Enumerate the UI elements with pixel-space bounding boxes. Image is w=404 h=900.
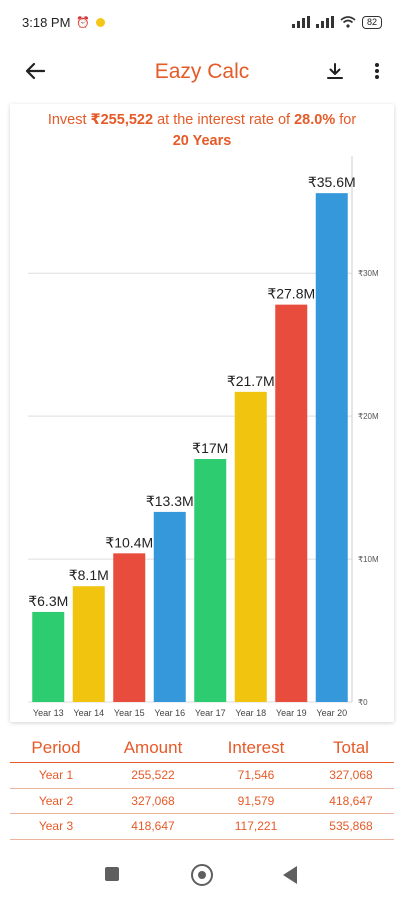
bar-data-label: ₹8.1M xyxy=(69,567,109,583)
status-right: 82 xyxy=(291,15,382,29)
table-row: Year 2 327,068 91,579 418,647 xyxy=(10,789,394,814)
table-header: Period Amount Interest Total xyxy=(10,733,394,763)
breakdown-table: Period Amount Interest Total Year 1 255,… xyxy=(10,733,394,840)
summary-rate: 28.0% xyxy=(294,112,336,128)
more-vertical-icon xyxy=(375,63,379,79)
table-row: Year 1 255,522 71,546 327,068 xyxy=(10,763,394,789)
cell-interest: 71,546 xyxy=(237,768,275,783)
cell-period: Year 1 xyxy=(38,768,74,783)
y-tick-label: ₹20M xyxy=(358,412,379,421)
header-total: Total xyxy=(333,737,369,757)
cell-total: 535,868 xyxy=(329,819,373,834)
cell-interest: 91,579 xyxy=(237,793,275,808)
x-tick-label: Year 13 xyxy=(33,708,64,718)
signal-icon-2 xyxy=(315,16,334,28)
cell-amount: 418,647 xyxy=(131,819,175,834)
home-icon xyxy=(198,871,206,879)
back-button[interactable] xyxy=(20,56,50,86)
cell-amount: 255,522 xyxy=(131,768,175,783)
bar xyxy=(194,459,227,702)
system-back-button[interactable] xyxy=(283,866,297,884)
bar xyxy=(113,553,146,702)
x-tick-label: Year 20 xyxy=(316,708,347,718)
bar xyxy=(153,511,186,702)
x-tick-label: Year 14 xyxy=(73,708,104,718)
bar-data-label: ₹6.3M xyxy=(28,593,68,609)
y-tick-label: ₹0 xyxy=(358,698,368,707)
header-interest: Interest xyxy=(227,737,285,757)
bar xyxy=(234,391,267,702)
summary-prefix: Invest xyxy=(47,112,91,128)
wifi-icon xyxy=(340,16,356,28)
bar-data-label: ₹10.4M xyxy=(105,534,153,550)
cell-total: 418,647 xyxy=(329,793,373,808)
recents-button[interactable] xyxy=(105,867,119,881)
summary-text: Invest ₹255,522 at the interest rate of … xyxy=(10,110,394,152)
bar-data-label: ₹35.6M xyxy=(308,174,356,190)
status-left: 3:18 PM ⏰ xyxy=(22,14,106,30)
x-tick-label: Year 16 xyxy=(154,708,185,718)
system-nav-bar xyxy=(0,848,404,900)
summary-for: for xyxy=(335,112,357,128)
summary-years: 20 Years xyxy=(172,133,232,149)
x-tick-label: Year 18 xyxy=(235,708,266,718)
battery-icon: 82 xyxy=(361,15,382,29)
y-tick-label: ₹30M xyxy=(358,269,379,278)
home-button[interactable] xyxy=(191,864,213,886)
cell-period: Year 2 xyxy=(38,793,74,808)
x-tick-label: Year 15 xyxy=(114,708,145,718)
summary-amount: ₹255,522 xyxy=(90,112,154,128)
signal-icon xyxy=(291,16,310,28)
y-tick-label: ₹10M xyxy=(358,555,379,564)
cell-interest: 117,221 xyxy=(234,819,278,834)
bar-chart: ₹0 ₹10M ₹20M ₹30M ₹6.3M Year 13 ₹8.1M Year 14 ₹1… xyxy=(28,156,379,718)
notification-dot-icon xyxy=(96,17,106,27)
app-title: Eazy Calc xyxy=(154,60,250,83)
bar-data-label: ₹27.8M xyxy=(267,286,315,302)
bar xyxy=(72,586,105,702)
bar-data-label: ₹13.3M xyxy=(146,493,194,509)
cell-period: Year 3 xyxy=(38,819,74,834)
cell-total: 327,068 xyxy=(329,768,373,783)
bar-data-label: ₹21.7M xyxy=(227,373,275,389)
status-bar: 3:18 PM ⏰ 82 xyxy=(0,0,404,44)
arrow-left-icon xyxy=(25,62,45,80)
download-icon xyxy=(327,63,343,79)
table-row: Year 3 418,647 117,221 535,868 xyxy=(10,814,394,840)
x-tick-label: Year 17 xyxy=(195,708,226,718)
app-bar: Eazy Calc xyxy=(0,44,404,100)
more-options-button[interactable] xyxy=(362,56,392,86)
x-tick-label: Year 19 xyxy=(276,708,307,718)
cell-amount: 327,068 xyxy=(131,793,175,808)
header-amount: Amount xyxy=(123,737,183,757)
alarm-icon: ⏰ xyxy=(76,16,91,29)
header-period: Period xyxy=(31,737,81,757)
summary-middle: at the interest rate of xyxy=(153,112,295,128)
download-button[interactable] xyxy=(320,56,350,86)
bar xyxy=(275,304,308,702)
bar xyxy=(32,611,65,702)
status-time: 3:18 PM xyxy=(22,14,71,30)
bar-data-label: ₹17M xyxy=(192,440,228,456)
bar xyxy=(315,193,348,702)
